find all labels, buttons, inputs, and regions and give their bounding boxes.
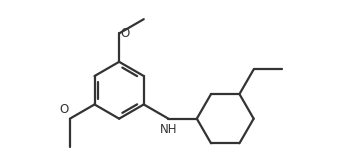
Text: O: O xyxy=(121,27,130,40)
Text: NH: NH xyxy=(160,123,177,136)
Text: O: O xyxy=(59,103,69,116)
